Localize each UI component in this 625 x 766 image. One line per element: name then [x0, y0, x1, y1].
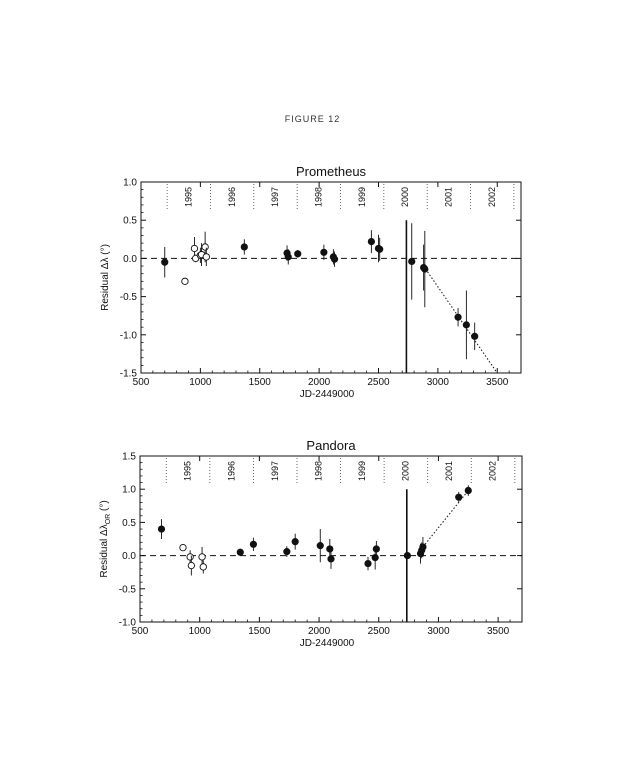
y-tick-label: 1.0: [123, 178, 137, 189]
data-point-filled: [471, 332, 479, 340]
chart-pandora: Pandora 1995 1996 1997 1998 1999 2000 2001 2002 5…: [99, 438, 523, 649]
x-tick-label: 3000: [427, 626, 450, 637]
data-point-open: [198, 553, 206, 561]
data-point-filled: [320, 248, 328, 256]
x-tick-label: 2500: [368, 626, 391, 637]
data-point-filled: [240, 243, 248, 251]
x-tick-label: 1000: [189, 626, 212, 637]
data-point-filled: [291, 538, 299, 546]
data-point-open: [190, 244, 199, 253]
data-point-filled: [371, 553, 379, 562]
data-point-filled: [326, 545, 334, 553]
y-tick-label: 1.5: [122, 452, 136, 463]
data-point-filled: [464, 486, 472, 495]
data-point-open: [181, 277, 189, 285]
year-label: 1999: [357, 461, 367, 481]
year-label: 1999: [357, 187, 367, 207]
data-point-filled: [249, 540, 258, 548]
data-point-filled: [372, 545, 380, 553]
data-point-filled: [455, 493, 463, 501]
data-point-filled: [367, 237, 375, 246]
y-tick-label: -1.5: [120, 369, 138, 380]
data-point-filled: [294, 250, 302, 258]
trend-line: [423, 265, 498, 374]
x-tick-label: 1500: [249, 377, 272, 388]
figure-label: FIGURE 12: [284, 114, 341, 124]
y-axis-label-subscript: OR: [105, 514, 112, 525]
x-tick-label: 3500: [486, 377, 509, 388]
data-point-filled: [421, 265, 429, 273]
year-label: 2002: [487, 187, 497, 207]
year-label: 1995: [183, 461, 193, 481]
y-tick-label: 0.0: [123, 254, 137, 265]
y-axis-label-main: Residual Δλ (°): [100, 244, 111, 311]
year-label: 1996: [227, 187, 237, 207]
year-label: 2001: [444, 187, 454, 207]
y-axis-label-unit: (°): [99, 500, 110, 513]
year-label: 1997: [270, 461, 280, 481]
data-point-filled: [376, 245, 384, 253]
x-axis-label: JD-2449000: [300, 389, 355, 400]
y-tick-label: -0.5: [120, 292, 138, 303]
data-point-filled: [236, 548, 244, 556]
year-label: 1998: [314, 187, 324, 207]
x-tick-label: 2000: [308, 626, 331, 637]
y-tick-label: 0.0: [122, 551, 136, 562]
year-label: 1996: [226, 461, 236, 481]
year-label: 2001: [444, 461, 454, 481]
x-tick-label: 500: [133, 377, 150, 388]
data-point-open: [179, 543, 187, 552]
data-point-filled: [327, 555, 335, 563]
y-axis-label-main: Residual Δλ: [99, 524, 110, 577]
data-point-filled: [157, 525, 166, 533]
x-tick-label: 1500: [248, 626, 271, 637]
data-point-open: [202, 253, 210, 261]
y-axis-label: Residual ΔλOR (°): [99, 500, 112, 577]
data-point-filled: [454, 313, 462, 321]
x-tick-label: 3000: [427, 377, 450, 388]
x-axis-label: JD-2449000: [300, 638, 355, 649]
data-point-filled: [161, 258, 169, 266]
y-tick-label: -1.0: [119, 618, 137, 629]
data-point-filled: [283, 548, 291, 556]
x-tick-label: 2500: [367, 377, 390, 388]
data-point-filled: [403, 551, 411, 560]
data-point-filled: [364, 559, 372, 568]
plot-frame: [139, 455, 523, 623]
y-tick-label: -0.5: [119, 584, 137, 595]
y-tick-label: 0.5: [122, 518, 136, 529]
x-tick-label: 1000: [189, 377, 212, 388]
x-tick-label: 2000: [308, 377, 331, 388]
chart-title: Pandora: [306, 438, 356, 453]
data-point-open: [187, 561, 195, 570]
y-tick-label: 1.0: [122, 485, 136, 496]
year-label: 2000: [401, 461, 411, 481]
data-point-open: [199, 563, 207, 571]
data-point-open: [201, 243, 209, 251]
y-tick-label: -1.0: [120, 330, 138, 341]
data-point-open: [186, 553, 194, 561]
year-label: 2002: [488, 461, 498, 481]
data-point-filled: [462, 321, 470, 329]
data-point-filled: [419, 543, 427, 551]
year-label: 1997: [270, 187, 280, 207]
y-tick-label: 0.5: [123, 216, 137, 227]
data-point-filled: [408, 257, 416, 266]
data-point-filled: [316, 542, 324, 550]
x-tick-label: 3500: [487, 626, 510, 637]
y-axis-label: Residual Δλ (°): [100, 244, 111, 311]
year-label: 2000: [400, 187, 410, 207]
chart-title: Prometheus: [296, 164, 367, 179]
x-tick-label: 500: [132, 626, 149, 637]
chart-prometheus: Prometheus 1995 1996 1997 1998 1999 2000 2001 20…: [100, 164, 522, 400]
data-point-filled: [330, 255, 339, 263]
year-label: 1995: [183, 187, 193, 207]
year-label: 1998: [313, 461, 323, 481]
plot-frame: [140, 181, 522, 374]
data-point-filled: [284, 253, 292, 261]
